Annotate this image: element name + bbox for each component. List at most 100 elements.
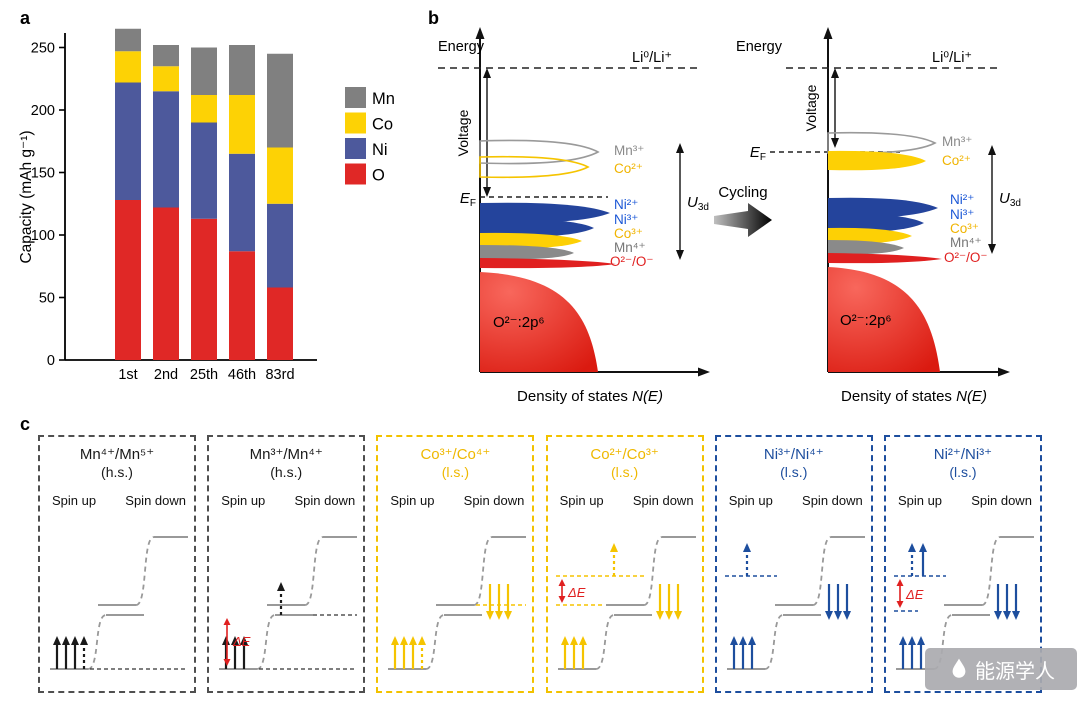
delta-e-arrowhead: [223, 618, 231, 625]
electron-up-head: [918, 543, 927, 552]
u3d-arrowhead-top: [988, 145, 996, 155]
bar-segment-mn-83rd: [267, 53, 293, 148]
y-tick-label: 0: [47, 353, 55, 369]
bar-segment-o-1st: [115, 200, 141, 360]
spin-state-label: (l.s.): [441, 464, 469, 480]
electron-down-head: [1002, 611, 1011, 620]
watermark: 能源学人: [925, 648, 1077, 690]
dos-after-cycling: Energy Li⁰/Li⁺ Voltage EF Mn³⁺ Co²⁺ Ni²⁺…: [736, 27, 1021, 405]
voltage-label: Voltage: [803, 84, 819, 131]
co3-band: [480, 232, 582, 250]
bar-segment-ni-25th: [191, 122, 217, 219]
x-tick-label: 25th: [190, 367, 218, 383]
co2-band: [828, 150, 926, 171]
o-redox-band-label: O²⁻/O⁻: [944, 250, 988, 265]
spin-up-label: Spin up: [728, 493, 773, 508]
panel-c-boxes: Mn⁴⁺/Mn⁵⁺ (h.s.) Spin up Spin down Mn³⁺/Mn⁴⁺…: [38, 435, 1042, 693]
spin-level-diagram: [724, 536, 865, 670]
voltage-arrowhead-top: [483, 68, 491, 78]
bar-segment-o-25th: [191, 218, 217, 360]
electron-up-head: [80, 636, 88, 645]
spin-state-label: (h.s.): [270, 464, 303, 480]
legend-label-mn: Mn: [372, 90, 395, 108]
y-tick-label: 150: [31, 166, 55, 182]
electron-up-head: [898, 636, 907, 645]
spin-up-label: Spin up: [897, 493, 943, 508]
spin-level-diagram: ΔE: [219, 536, 358, 670]
panel-b-label: b: [428, 8, 439, 28]
electron-down-head: [655, 611, 664, 620]
voltage-arrowhead-bottom: [483, 187, 491, 197]
x-tick-label: 46th: [228, 367, 256, 383]
y-tick-label: 50: [39, 291, 55, 307]
bar-segment-co-46th: [229, 95, 255, 154]
delta-e-arrowhead: [558, 596, 566, 603]
legend-label-co: Co: [372, 116, 393, 134]
electron-up-head: [747, 636, 756, 645]
u3d-arrowhead-bottom: [676, 250, 684, 260]
co3-band-label: Co³⁺: [950, 221, 979, 236]
electron-down-head: [504, 611, 513, 620]
redox-couple-title: Ni²⁺/Ni³⁺: [933, 446, 993, 463]
voltage-arrowhead-bottom: [831, 138, 839, 148]
legend-swatch-co: [345, 112, 366, 134]
mn4-band: [828, 240, 904, 255]
legend-swatch-ni: [345, 138, 366, 159]
delta-e-arrowhead: [896, 579, 904, 586]
dos-before-cycling: Energy Li⁰/Li⁺ Voltage EF Mn³⁺ Co²⁺ Ni²⁺…: [438, 27, 710, 405]
spin-down-label: Spin down: [971, 493, 1032, 508]
bar-segment-o-83rd: [267, 287, 293, 360]
bar-segment-mn-46th: [229, 45, 255, 95]
ni3-band-label: Ni³⁺: [614, 212, 638, 227]
delta-e-label: ΔE: [232, 634, 251, 649]
electron-up-head: [742, 543, 751, 552]
electron-up-head: [907, 636, 916, 645]
redox-box-2: Mn³⁺/Mn⁴⁺ (h.s.) Spin up Spin down ΔE: [207, 435, 366, 693]
cycling-label: Cycling: [718, 184, 767, 201]
panel-c-label: c: [20, 414, 31, 434]
ni3-band: [480, 218, 594, 238]
energy-axis-arrowhead: [475, 27, 485, 39]
electron-down-head: [664, 611, 673, 620]
o-redox-band: [480, 258, 616, 269]
bar-segment-o-46th: [229, 251, 255, 360]
spin-level-diagram: ΔE: [893, 536, 1034, 670]
ni2-band: [828, 197, 938, 219]
bar-segment-co-25th: [191, 95, 217, 123]
bar-segment-mn-25th: [191, 47, 217, 95]
voltage-arrowhead-top: [831, 68, 839, 78]
ni3-band: [828, 213, 924, 233]
electron-up-head: [578, 636, 587, 645]
redox-couple-title: Ni³⁺/Ni⁴⁺: [763, 446, 824, 463]
redox-box-5: Ni³⁺/Ni⁴⁺ (l.s.) Spin up Spin down: [714, 435, 873, 693]
redox-couple-title: Co²⁺/Co³⁺: [590, 446, 659, 463]
spin-labels: Spin up Spin down: [548, 493, 702, 508]
delta-e-label: ΔE: [567, 585, 586, 600]
y-tick-label: 200: [31, 103, 55, 119]
redox-box-1: Mn⁴⁺/Mn⁵⁺ (h.s.) Spin up Spin down: [38, 435, 196, 693]
ni2-band: [480, 202, 610, 224]
spin-labels: Spin up Spin down: [717, 493, 871, 508]
mn3-band-label: Mn³⁺: [942, 134, 972, 149]
spin-up-label: Spin up: [390, 493, 435, 508]
redox-couple-title: Mn³⁺/Mn⁴⁺: [249, 446, 323, 463]
mn4-band: [480, 245, 574, 260]
energy-axis-arrowhead: [823, 27, 833, 39]
spin-state-label: (l.s.): [780, 464, 808, 480]
delta-e-label: ΔE: [905, 587, 924, 602]
electron-up-head: [907, 543, 916, 552]
level-connector: [595, 614, 614, 670]
electron-up-head: [53, 636, 61, 645]
electron-down-head: [833, 611, 842, 620]
electron-up-head: [569, 636, 578, 645]
dos-axis-label: Density of states N(E): [517, 388, 663, 405]
bar-segment-co-83rd: [267, 147, 293, 204]
o2p-band: [480, 272, 598, 372]
electron-up-head: [729, 636, 738, 645]
bar-segment-ni-46th: [229, 153, 255, 252]
bar-segment-ni-83rd: [267, 203, 293, 288]
dos-axis-label: Density of states N(E): [841, 388, 987, 405]
level-connector: [812, 536, 832, 606]
dos-diagrams: Energy Li⁰/Li⁺ Voltage EF Mn³⁺ Co²⁺ Ni²⁺…: [438, 27, 1021, 405]
